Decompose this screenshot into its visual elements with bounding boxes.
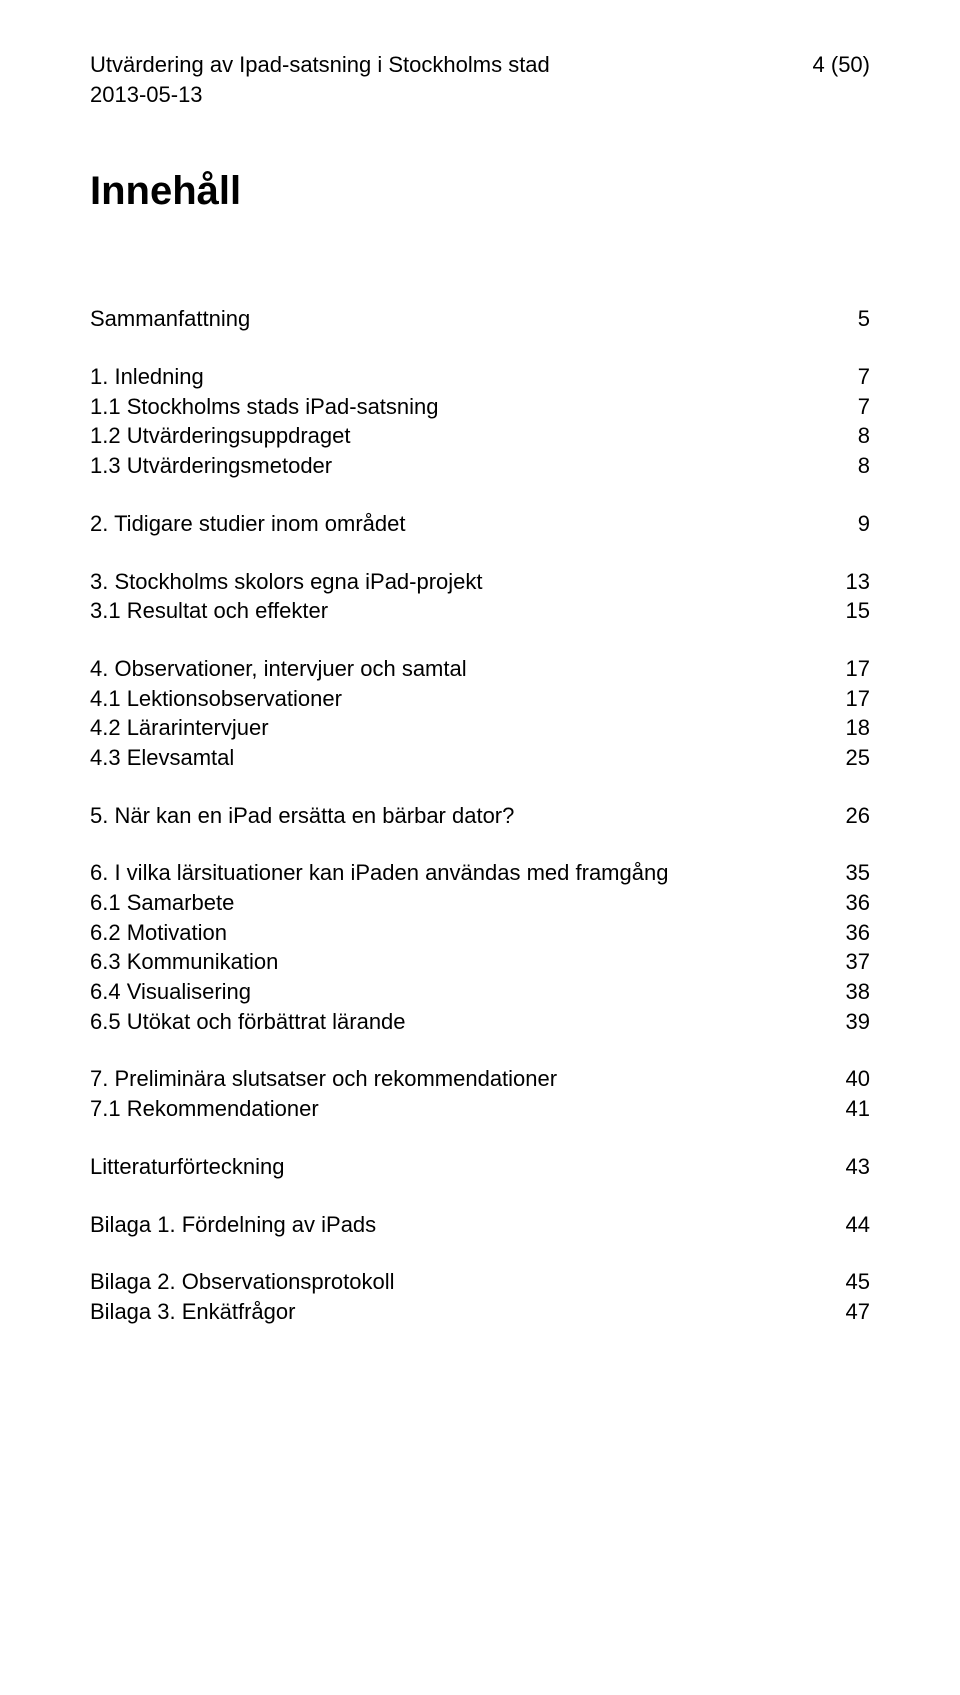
toc-row: 1.2 Utvärderingsuppdraget 8 bbox=[90, 421, 870, 451]
toc-entry-label: 1.2 Utvärderingsuppdraget bbox=[90, 421, 351, 451]
toc-row: 5. När kan en iPad ersätta en bärbar dat… bbox=[90, 801, 870, 831]
toc-entry-page: 40 bbox=[826, 1064, 870, 1094]
toc-row: 4.2 Lärarintervjuer 18 bbox=[90, 713, 870, 743]
toc-group-gap bbox=[90, 481, 870, 509]
toc-entry-page: 5 bbox=[838, 304, 870, 334]
toc-entry-page: 36 bbox=[826, 918, 870, 948]
toc-entry-label: 6.1 Samarbete bbox=[90, 888, 234, 918]
toc-entry-page: 9 bbox=[838, 509, 870, 539]
toc-row: 1.1 Stockholms stads iPad-satsning 7 bbox=[90, 392, 870, 422]
toc-entry-label: Bilaga 3. Enkätfrågor bbox=[90, 1297, 295, 1327]
toc-group-gap bbox=[90, 1239, 870, 1267]
toc-row: 3. Stockholms skolors egna iPad-projekt 1… bbox=[90, 567, 870, 597]
toc-row: 3.1 Resultat och effekter 15 bbox=[90, 596, 870, 626]
toc-entry-page: 8 bbox=[838, 451, 870, 481]
toc-entry-page: 44 bbox=[826, 1210, 870, 1240]
toc-entry-label: Bilaga 1. Fördelning av iPads bbox=[90, 1210, 376, 1240]
toc-entry-page: 26 bbox=[826, 801, 870, 831]
toc-entry-label: 4.1 Lektionsobservationer bbox=[90, 684, 342, 714]
toc-group-gap bbox=[90, 1182, 870, 1210]
toc-entry-label: 6.5 Utökat och förbättrat lärande bbox=[90, 1007, 406, 1037]
toc-entry-label: 6. I vilka lärsituationer kan iPaden anv… bbox=[90, 858, 668, 888]
toc-row: 6.1 Samarbete 36 bbox=[90, 888, 870, 918]
toc-entry-page: 47 bbox=[826, 1297, 870, 1327]
toc-entry-page: 43 bbox=[826, 1152, 870, 1182]
toc-row: Litteraturförteckning 43 bbox=[90, 1152, 870, 1182]
toc-group-gap bbox=[90, 1124, 870, 1152]
toc-entry-page: 7 bbox=[838, 362, 870, 392]
toc-row: Sammanfattning 5 bbox=[90, 304, 870, 334]
toc-row: 6.4 Visualisering 38 bbox=[90, 977, 870, 1007]
toc-entry-label: 3.1 Resultat och effekter bbox=[90, 596, 328, 626]
toc-row: Bilaga 2. Observationsprotokoll 45 bbox=[90, 1267, 870, 1297]
table-of-contents: Sammanfattning51. Inledning71.1 Stockhol… bbox=[90, 304, 870, 1326]
header-date: 2013-05-13 bbox=[90, 80, 203, 110]
toc-entry-page: 35 bbox=[826, 858, 870, 888]
toc-entry-label: 7.1 Rekommendationer bbox=[90, 1094, 319, 1124]
toc-entry-label: 5. När kan en iPad ersätta en bärbar dat… bbox=[90, 801, 514, 831]
toc-entry-label: 1.3 Utvärderingsmetoder bbox=[90, 451, 332, 481]
toc-entry-label: Litteraturförteckning bbox=[90, 1152, 284, 1182]
toc-row: 1.3 Utvärderingsmetoder 8 bbox=[90, 451, 870, 481]
toc-group-gap bbox=[90, 539, 870, 567]
toc-row: 2. Tidigare studier inom området 9 bbox=[90, 509, 870, 539]
toc-row: 4.3 Elevsamtal 25 bbox=[90, 743, 870, 773]
header-page-indicator: 4 (50) bbox=[813, 50, 870, 80]
toc-entry-label: 4. Observationer, intervjuer och samtal bbox=[90, 654, 467, 684]
toc-entry-label: 4.3 Elevsamtal bbox=[90, 743, 234, 773]
toc-row: 6. I vilka lärsituationer kan iPaden anv… bbox=[90, 858, 870, 888]
toc-entry-page: 17 bbox=[826, 684, 870, 714]
toc-row: 4. Observationer, intervjuer och samtal 1… bbox=[90, 654, 870, 684]
toc-row: Bilaga 3. Enkätfrågor 47 bbox=[90, 1297, 870, 1327]
document-title: Innehåll bbox=[90, 169, 870, 214]
toc-row: 1. Inledning 7 bbox=[90, 362, 870, 392]
toc-entry-label: 3. Stockholms skolors egna iPad-projekt bbox=[90, 567, 483, 597]
toc-entry-label: 6.3 Kommunikation bbox=[90, 947, 278, 977]
toc-entry-page: 45 bbox=[826, 1267, 870, 1297]
toc-entry-label: Bilaga 2. Observationsprotokoll bbox=[90, 1267, 395, 1297]
toc-entry-page: 17 bbox=[826, 654, 870, 684]
toc-entry-page: 36 bbox=[826, 888, 870, 918]
toc-group-gap bbox=[90, 830, 870, 858]
toc-entry-label: 6.2 Motivation bbox=[90, 918, 227, 948]
toc-entry-page: 15 bbox=[826, 596, 870, 626]
toc-entry-page: 13 bbox=[826, 567, 870, 597]
toc-row: 6.5 Utökat och förbättrat lärande 39 bbox=[90, 1007, 870, 1037]
toc-entry-page: 38 bbox=[826, 977, 870, 1007]
toc-entry-label: 4.2 Lärarintervjuer bbox=[90, 713, 269, 743]
toc-entry-label: 7. Preliminära slutsatser och rekommenda… bbox=[90, 1064, 557, 1094]
toc-entry-page: 7 bbox=[838, 392, 870, 422]
header-title: Utvärdering av Ipad-satsning i Stockholm… bbox=[90, 50, 550, 80]
toc-entry-page: 8 bbox=[838, 421, 870, 451]
toc-entry-label: 6.4 Visualisering bbox=[90, 977, 251, 1007]
toc-group-gap bbox=[90, 334, 870, 362]
toc-row: Bilaga 1. Fördelning av iPads 44 bbox=[90, 1210, 870, 1240]
toc-row: 7. Preliminära slutsatser och rekommenda… bbox=[90, 1064, 870, 1094]
toc-entry-page: 18 bbox=[826, 713, 870, 743]
toc-entry-page: 25 bbox=[826, 743, 870, 773]
toc-entry-page: 37 bbox=[826, 947, 870, 977]
toc-group-gap bbox=[90, 1036, 870, 1064]
toc-row: 6.3 Kommunikation 37 bbox=[90, 947, 870, 977]
toc-entry-label: 1.1 Stockholms stads iPad-satsning bbox=[90, 392, 439, 422]
toc-entry-label: 2. Tidigare studier inom området bbox=[90, 509, 406, 539]
toc-entry-page: 39 bbox=[826, 1007, 870, 1037]
page-header: Utvärdering av Ipad-satsning i Stockholm… bbox=[90, 50, 870, 80]
toc-group-gap bbox=[90, 773, 870, 801]
toc-row: 7.1 Rekommendationer 41 bbox=[90, 1094, 870, 1124]
toc-row: 6.2 Motivation 36 bbox=[90, 918, 870, 948]
toc-row: 4.1 Lektionsobservationer 17 bbox=[90, 684, 870, 714]
toc-entry-page: 41 bbox=[826, 1094, 870, 1124]
toc-entry-label: Sammanfattning bbox=[90, 304, 250, 334]
page-header-line2: 2013-05-13 bbox=[90, 80, 870, 110]
toc-group-gap bbox=[90, 626, 870, 654]
toc-entry-label: 1. Inledning bbox=[90, 362, 204, 392]
